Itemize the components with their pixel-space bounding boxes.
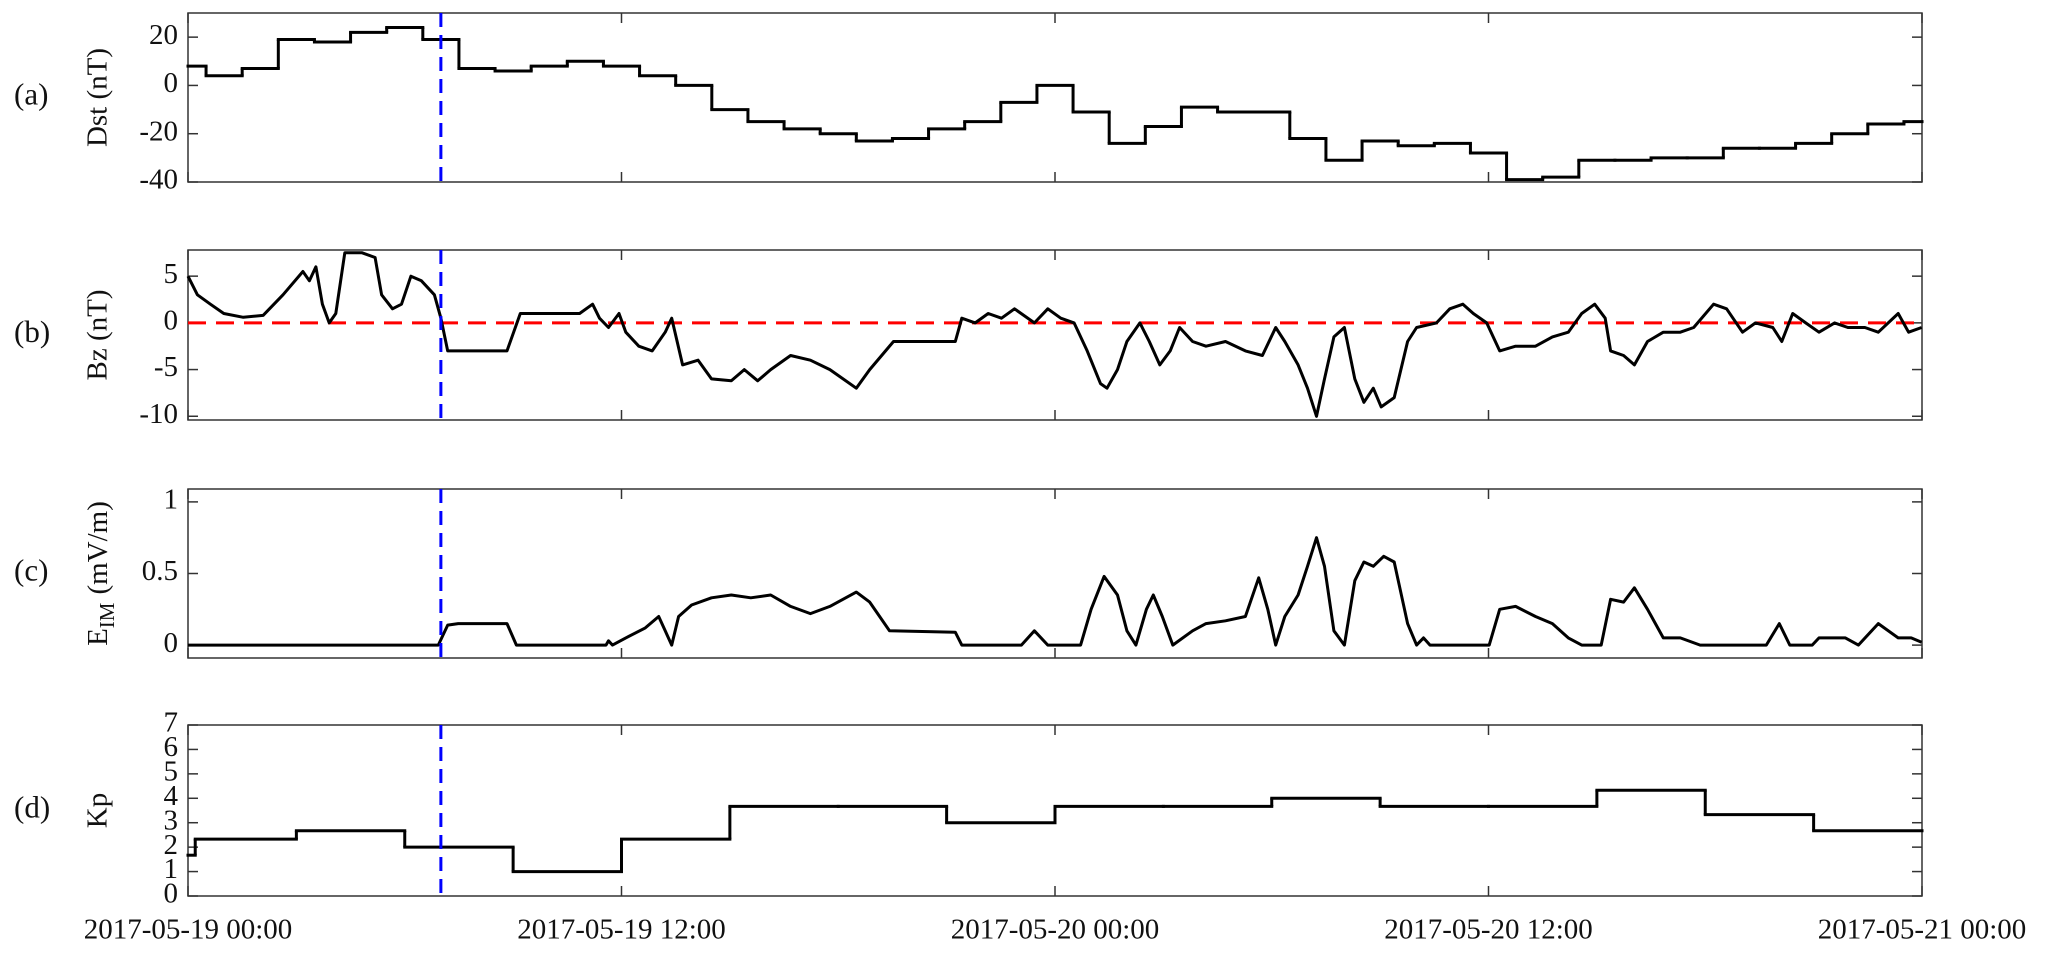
y-axis-label: Bz (nT) xyxy=(82,290,114,381)
y-tick-label: 20 xyxy=(149,19,178,51)
y-tick-label: -10 xyxy=(139,398,178,430)
x-tick-label: 2017-05-20 12:00 xyxy=(1384,914,1593,946)
y-tick-label: -20 xyxy=(139,115,178,147)
x-tick-label: 2017-05-19 00:00 xyxy=(84,914,293,946)
y-tick-label: 0 xyxy=(164,67,179,99)
panel-label: (b) xyxy=(14,314,50,349)
y-axis-label: Dst (nT) xyxy=(82,48,114,147)
y-tick-label: 1 xyxy=(164,484,179,516)
y-tick-label: 4 xyxy=(164,780,179,812)
y-tick-label: 6 xyxy=(164,731,179,763)
axes-frame xyxy=(187,249,1923,421)
x-tick-label: 2017-05-21 00:00 xyxy=(1818,914,2027,946)
panel-label: (d) xyxy=(14,790,50,825)
y-label-unit: (mV/m) xyxy=(82,501,114,594)
panel-label: (c) xyxy=(14,553,48,588)
y-tick-label: 5 xyxy=(164,258,179,290)
y-tick-label: -5 xyxy=(154,351,178,383)
panel-label: (a) xyxy=(14,77,48,112)
y-label-main: E xyxy=(82,628,114,646)
x-tick-label: 2017-05-20 00:00 xyxy=(951,914,1160,946)
y-tick-label: 0.5 xyxy=(142,555,178,587)
y-tick-label: 5 xyxy=(164,756,179,788)
data-line xyxy=(188,536,1923,647)
y-tick-label: 0 xyxy=(164,878,179,910)
y-label-sub: IM xyxy=(95,602,119,628)
y-tick-label: 3 xyxy=(164,804,179,836)
y-tick-label: 1 xyxy=(164,853,179,885)
y-axis-label: EIM (mV/m) xyxy=(82,501,119,646)
data-line xyxy=(186,251,1923,418)
y-tick-label: 0 xyxy=(164,305,179,337)
y-axis-label: Kp xyxy=(82,793,114,828)
x-tick-label: 2017-05-19 12:00 xyxy=(517,914,726,946)
y-tick-label: 2 xyxy=(164,829,179,861)
y-tick-label: -40 xyxy=(139,164,178,196)
y-tick-label: 7 xyxy=(164,707,179,739)
y-tick-label: 0 xyxy=(164,627,179,659)
